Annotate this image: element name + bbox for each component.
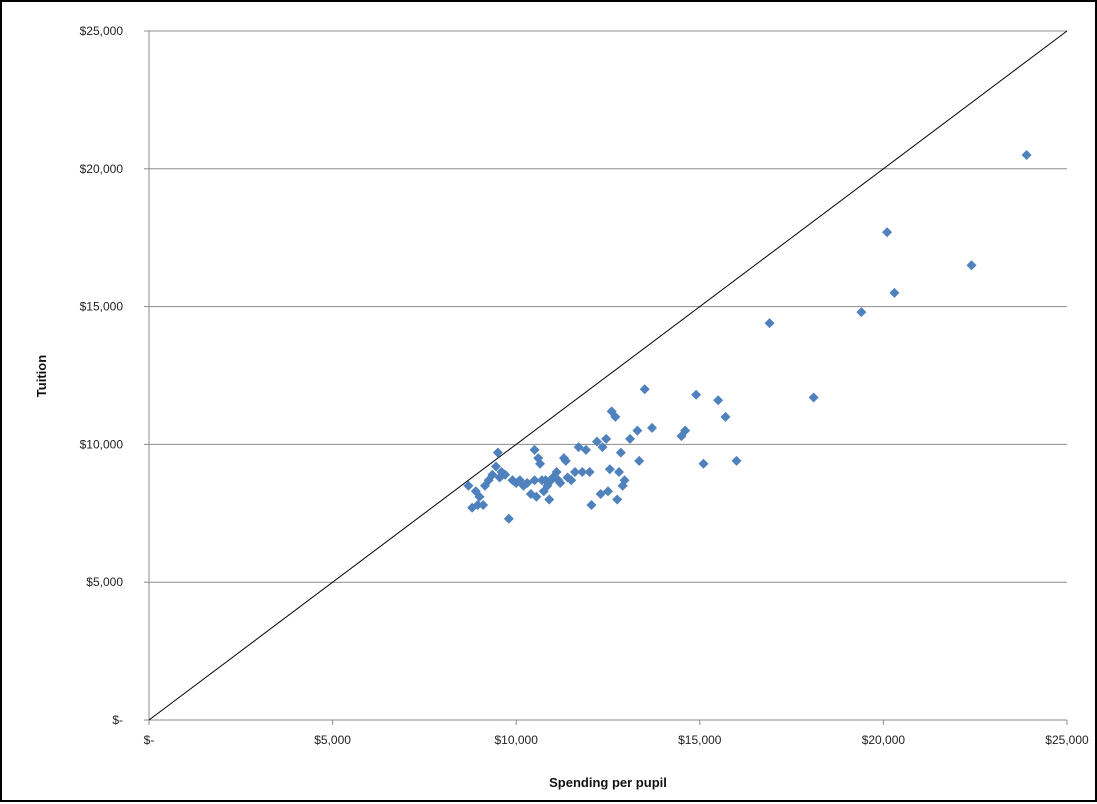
data-point	[731, 455, 742, 466]
data-point	[573, 442, 584, 453]
x-tick-label: $25,000	[1045, 733, 1089, 747]
data-point	[1021, 150, 1032, 161]
data-point	[698, 458, 709, 469]
y-tick-label: $20,000	[80, 162, 124, 176]
data-point	[856, 307, 867, 318]
data-point	[680, 425, 691, 436]
data-point	[478, 500, 489, 511]
data-point	[474, 491, 485, 502]
data-point	[503, 513, 514, 524]
data-point	[713, 395, 724, 406]
x-tick-label: $10,000	[495, 733, 539, 747]
data-point	[531, 491, 542, 502]
data-point	[566, 475, 577, 486]
data-point	[529, 475, 540, 486]
tick-labels: $- $5,000 $10,000 $15,000 $20,000 $25,000 $- $5…	[80, 24, 1089, 747]
y-axis-title: Tuition	[34, 355, 49, 397]
data-point	[551, 466, 562, 477]
x-tick-label: $15,000	[678, 733, 722, 747]
x-axis-title: Spending per pupil	[549, 775, 667, 790]
data-point	[555, 477, 566, 488]
y-tick-label: $15,000	[80, 300, 124, 314]
data-point	[487, 469, 498, 480]
data-point	[492, 447, 503, 458]
x-tick-label: $20,000	[862, 733, 906, 747]
data-point	[808, 392, 819, 403]
data-point	[597, 442, 608, 453]
data-point	[764, 318, 775, 329]
data-point	[535, 458, 546, 469]
y-tick-label: $25,000	[80, 24, 124, 38]
y-tick-label: $-	[112, 713, 123, 727]
x-tick-label: $5,000	[314, 733, 351, 747]
data-point	[529, 444, 540, 455]
data-point	[522, 477, 533, 488]
x-tick-label: $-	[144, 733, 155, 747]
data-point	[601, 433, 612, 444]
data-point	[610, 411, 621, 422]
gridlines	[149, 30, 1067, 583]
data-point	[580, 444, 591, 455]
data-point	[615, 447, 626, 458]
data-point	[614, 466, 625, 477]
data-point	[491, 461, 502, 472]
data-point	[569, 466, 580, 477]
data-point	[544, 494, 555, 505]
y-tick-label: $5,000	[86, 575, 123, 589]
data-point	[966, 260, 977, 271]
data-point	[595, 489, 606, 500]
data-point	[612, 494, 623, 505]
data-point	[691, 389, 702, 400]
data-point	[500, 469, 511, 480]
data-points	[463, 150, 1032, 524]
data-point	[586, 500, 597, 511]
data-point	[604, 464, 615, 475]
data-point	[584, 466, 595, 477]
data-point	[591, 436, 602, 447]
data-point	[603, 486, 613, 497]
axes	[144, 30, 1068, 725]
data-point	[577, 466, 588, 477]
data-point	[632, 425, 643, 436]
data-point	[882, 227, 893, 238]
data-point	[720, 411, 731, 422]
data-point	[560, 455, 571, 466]
data-point	[647, 422, 658, 433]
data-point	[889, 287, 900, 298]
data-point	[625, 433, 636, 444]
data-point	[639, 384, 650, 395]
data-point	[463, 480, 474, 491]
data-point	[472, 500, 483, 511]
data-point	[619, 475, 630, 486]
reference-line-layer	[148, 30, 1068, 721]
reference-line	[148, 30, 1068, 721]
y-tick-label: $10,000	[80, 437, 124, 451]
data-point	[634, 455, 645, 466]
